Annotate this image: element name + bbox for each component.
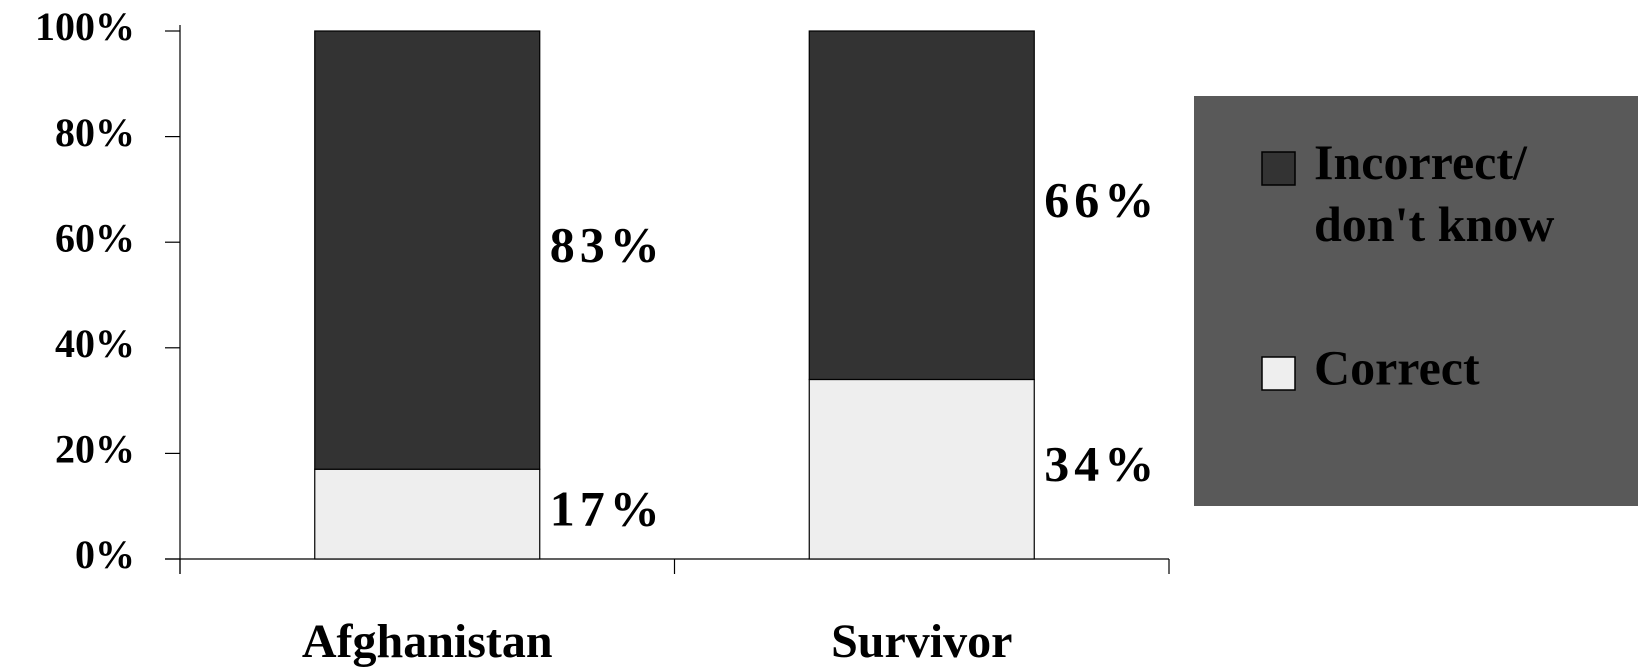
value-label: 34% xyxy=(1044,436,1159,492)
legend-label-line: Incorrect/ xyxy=(1314,134,1528,190)
y-tick-label: 40% xyxy=(55,321,135,366)
bar-segment xyxy=(314,468,541,560)
x-tick-label: Survivor xyxy=(831,615,1012,668)
legend-label: Correct xyxy=(1314,339,1480,395)
y-tick-label: 0% xyxy=(75,532,135,577)
x-tick-label: Afghanistan xyxy=(302,615,553,668)
value-label: 83% xyxy=(550,217,665,273)
legend-swatch xyxy=(1261,151,1296,186)
bar-segment xyxy=(808,30,1035,381)
value-label: 17% xyxy=(550,481,665,537)
y-tick-label: 20% xyxy=(55,427,135,472)
legend-label-line: don't know xyxy=(1314,196,1554,252)
legend-swatch xyxy=(1261,356,1296,391)
legend-label: Incorrect/don't know xyxy=(1314,134,1554,252)
y-tick-label: 100% xyxy=(35,4,135,49)
bar-segment xyxy=(808,378,1035,560)
y-tick-label: 80% xyxy=(55,110,135,155)
value-label: 66% xyxy=(1044,172,1159,228)
bar-segment xyxy=(314,30,541,470)
y-tick-label: 60% xyxy=(55,215,135,260)
